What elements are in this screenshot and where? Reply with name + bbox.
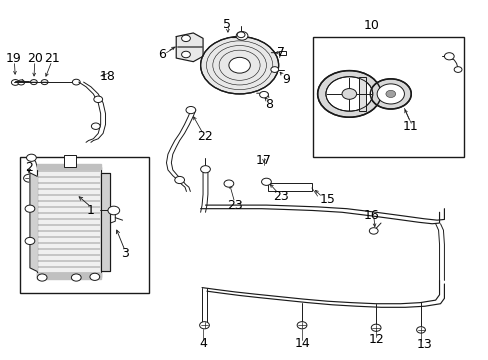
Circle shape [199,321,209,329]
Text: 17: 17 [256,154,271,167]
Circle shape [370,324,380,331]
Text: 15: 15 [319,193,335,206]
Circle shape [297,321,306,329]
Text: 21: 21 [44,51,60,64]
Text: 22: 22 [197,130,213,144]
Text: 3: 3 [121,247,129,260]
Polygon shape [37,164,101,169]
Bar [312,37,463,157]
Circle shape [200,166,210,173]
Circle shape [26,154,36,161]
Text: 9: 9 [282,73,289,86]
Text: 11: 11 [402,120,417,133]
Circle shape [376,84,404,104]
Circle shape [325,77,372,111]
Circle shape [30,80,37,85]
Circle shape [224,180,233,187]
Polygon shape [37,167,101,277]
Circle shape [71,274,81,281]
Text: 12: 12 [367,333,383,346]
Circle shape [385,90,395,98]
Circle shape [174,176,184,184]
Circle shape [270,67,278,72]
Text: 10: 10 [363,19,378,32]
Circle shape [259,91,268,98]
Bar [267,183,311,192]
Circle shape [261,178,271,185]
Bar [278,51,286,55]
Text: 13: 13 [416,338,432,351]
Circle shape [369,79,410,109]
Circle shape [90,273,100,280]
Text: 8: 8 [264,98,272,111]
Text: 14: 14 [295,337,310,350]
Text: 20: 20 [27,51,42,64]
Circle shape [41,80,48,85]
Text: 7: 7 [277,46,285,59]
Circle shape [11,80,19,85]
Circle shape [25,205,35,212]
Text: 16: 16 [363,210,378,222]
Circle shape [453,67,461,72]
Text: 4: 4 [199,337,206,350]
Circle shape [317,71,380,117]
Polygon shape [30,173,37,271]
Polygon shape [176,33,203,62]
Circle shape [368,228,377,234]
Circle shape [91,123,100,130]
Text: 2: 2 [25,161,33,174]
Circle shape [25,237,35,244]
Bar [64,155,76,167]
Circle shape [37,274,47,281]
Bar [20,157,149,293]
Circle shape [341,89,356,99]
Circle shape [108,206,120,215]
Text: 6: 6 [157,48,165,61]
Circle shape [181,35,190,41]
Circle shape [23,174,34,182]
Text: 23: 23 [273,190,288,203]
Text: 23: 23 [226,199,242,212]
Circle shape [416,327,425,333]
Bar [358,77,366,111]
Circle shape [228,57,250,73]
Circle shape [18,80,24,85]
Text: 1: 1 [87,204,95,217]
Text: 5: 5 [223,18,231,31]
Polygon shape [101,173,110,271]
Circle shape [185,107,195,114]
Circle shape [444,53,453,60]
Circle shape [72,79,80,85]
Circle shape [237,32,244,38]
Circle shape [200,37,278,94]
Text: 19: 19 [5,51,21,64]
Circle shape [181,51,190,58]
Circle shape [236,32,247,40]
Polygon shape [37,273,101,279]
Circle shape [94,96,102,103]
Text: 18: 18 [100,69,116,82]
